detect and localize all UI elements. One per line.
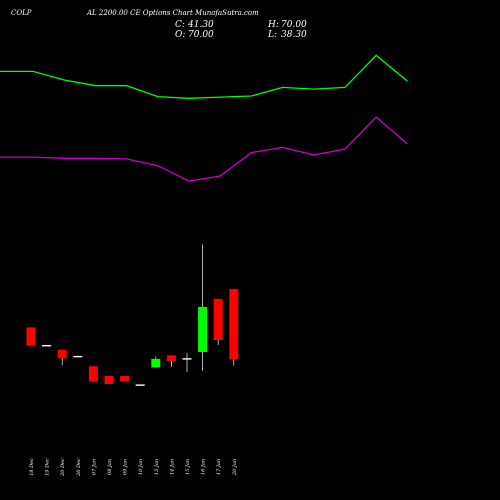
close-value: 41.30 [187, 20, 214, 30]
green-series-line [0, 54, 408, 99]
candle-body [104, 376, 114, 384]
open-value: 70.00 [188, 30, 214, 40]
candle-body [151, 358, 161, 368]
x-tick-label: 13 Jan [154, 459, 160, 475]
chart-symbol: COLP [11, 9, 32, 17]
candle-body [73, 355, 83, 358]
x-tick-label: 15 Jan [185, 459, 191, 475]
open-label: O: [175, 30, 185, 40]
high-value: 70.00 [281, 20, 307, 30]
candles [26, 244, 239, 386]
x-tick-label: 20 Jan [232, 459, 238, 476]
x-tick-label: 08 Jan [107, 459, 113, 475]
x-tick-label: 16 Jan [201, 459, 207, 475]
high-label: H: [267, 20, 279, 30]
x-tick-label: 10 Jan [138, 459, 144, 475]
candle-body [135, 384, 145, 386]
x-tick-label: 18 Dec [29, 458, 35, 476]
candle-body [198, 306, 208, 352]
x-tick-label: 09 Jan [123, 459, 129, 475]
close-label: C: [175, 20, 185, 30]
candle-body [229, 289, 239, 360]
chart-title: AL 2200.00 CE Options Chart MunafaSutra.… [86, 9, 259, 17]
x-axis-ticks: 18 Dec 19 Dec 20 Dec 26 Dec 07 Jan 08 Jan 09 J… [29, 458, 238, 477]
x-tick-label: 07 Jan [91, 459, 97, 475]
candle-body [42, 345, 52, 347]
indicator-lines [0, 54, 408, 182]
x-tick-label: 20 Dec [60, 458, 66, 477]
x-tick-label: 19 Dec [45, 458, 51, 476]
x-tick-label: 26 Dec [76, 458, 82, 477]
magenta-series-line [0, 116, 408, 182]
candle-body [26, 327, 36, 346]
candle-body [182, 358, 192, 360]
candle-body [120, 376, 130, 382]
low-label: L: [267, 30, 277, 40]
low-value: 38.30 [281, 30, 307, 40]
candle-body [213, 298, 223, 340]
x-tick-label: 14 Jan [169, 459, 175, 475]
candle-body [57, 349, 67, 359]
x-tick-label: 17 Jan [216, 459, 222, 475]
candle-body [166, 355, 176, 362]
candle-body [88, 366, 98, 382]
